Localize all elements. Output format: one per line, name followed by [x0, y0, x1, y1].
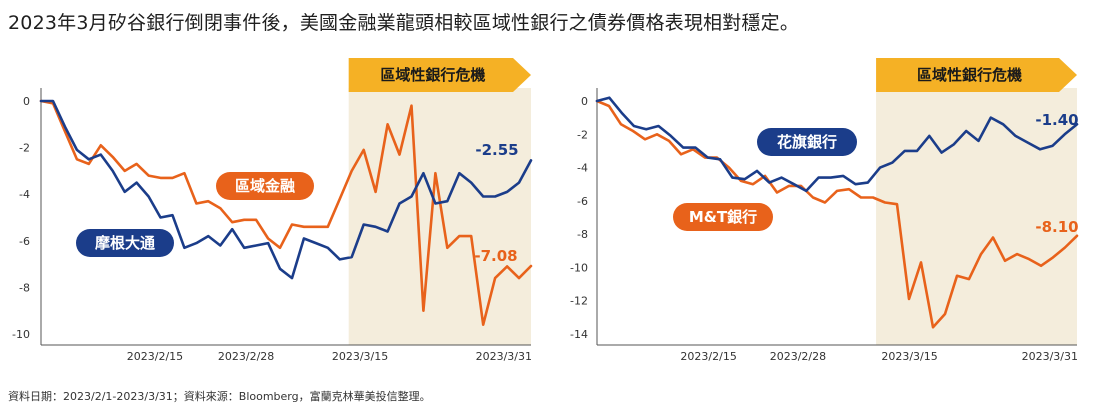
series-label-pill [757, 128, 857, 156]
x-tick-label: 2023/3/31 [476, 350, 532, 363]
series-line-navy [595, 96, 1079, 193]
y-tick-label: -4 [19, 188, 30, 201]
y-tick-label: -8 [19, 281, 30, 294]
series-label-pill [673, 203, 773, 231]
x-tick-label: 2023/2/15 [127, 350, 183, 363]
series-end-value: -8.10 [1035, 218, 1078, 236]
chart-right-citi-vs-mt: 區域性銀行危機 0 -2 -4 -6 -8 -10 -12 -14 2023/2/15 2023/2… [570, 58, 1079, 363]
series-label-text: 摩根大通 [95, 234, 155, 252]
series-end-value: -2.55 [475, 141, 518, 159]
x-tick-label: 2023/3/15 [881, 350, 937, 363]
y-tick-label: -6 [577, 195, 588, 208]
x-tick-label: 2023/2/28 [770, 350, 826, 363]
series-line-orange [39, 99, 533, 327]
x-tick-label: 2023/3/31 [1022, 350, 1078, 363]
crisis-shade-region [348, 88, 531, 345]
source-footnote: 資料日期：2023/2/1-2023/3/31；資料來源：Bloomberg，富… [8, 390, 431, 403]
y-tick-label: -6 [19, 235, 30, 248]
y-tick-label: -8 [577, 228, 588, 241]
x-tick-label: 2023/3/15 [332, 350, 388, 363]
chart-left-jpm-vs-regional: 區域性銀行危機 0 -2 -4 -6 -8 -10 2023/2/15 2023/2/28 202… [12, 58, 533, 363]
series-label-pill [216, 172, 314, 200]
crisis-banner-label: 區域性銀行危機 [380, 66, 485, 84]
y-tick-label: -14 [570, 328, 588, 341]
y-tick-label: -10 [570, 261, 588, 274]
series-label-text: 花旗銀行 [777, 133, 837, 151]
series-label-text: 區域金融 [235, 177, 295, 195]
y-tick-label: -10 [12, 328, 30, 341]
crisis-banner-label: 區域性銀行危機 [917, 66, 1022, 84]
series-line-navy [39, 99, 533, 280]
series-end-value: -1.40 [1035, 111, 1078, 129]
y-tick-label: 0 [23, 95, 30, 108]
crisis-banner-arrow [876, 58, 1077, 92]
series-label-text: M&T銀行 [689, 208, 757, 226]
y-tick-label: -4 [577, 162, 588, 175]
x-tick-label: 2023/2/28 [218, 350, 274, 363]
series-label-pill [76, 229, 174, 257]
y-tick-label: 0 [581, 95, 588, 108]
x-tick-label: 2023/2/15 [680, 350, 736, 363]
crisis-shade-region [876, 88, 1077, 345]
series-line-orange [595, 99, 1079, 329]
y-tick-label: -2 [19, 142, 30, 155]
page-title: 2023年3月矽谷銀行倒閉事件後，美國金融業龍頭相較區域性銀行之債券價格表現相對… [8, 12, 800, 34]
y-tick-label: -12 [570, 295, 588, 308]
series-end-value: -7.08 [474, 247, 517, 265]
crisis-banner-arrow [348, 58, 531, 92]
y-tick-label: -2 [577, 128, 588, 141]
